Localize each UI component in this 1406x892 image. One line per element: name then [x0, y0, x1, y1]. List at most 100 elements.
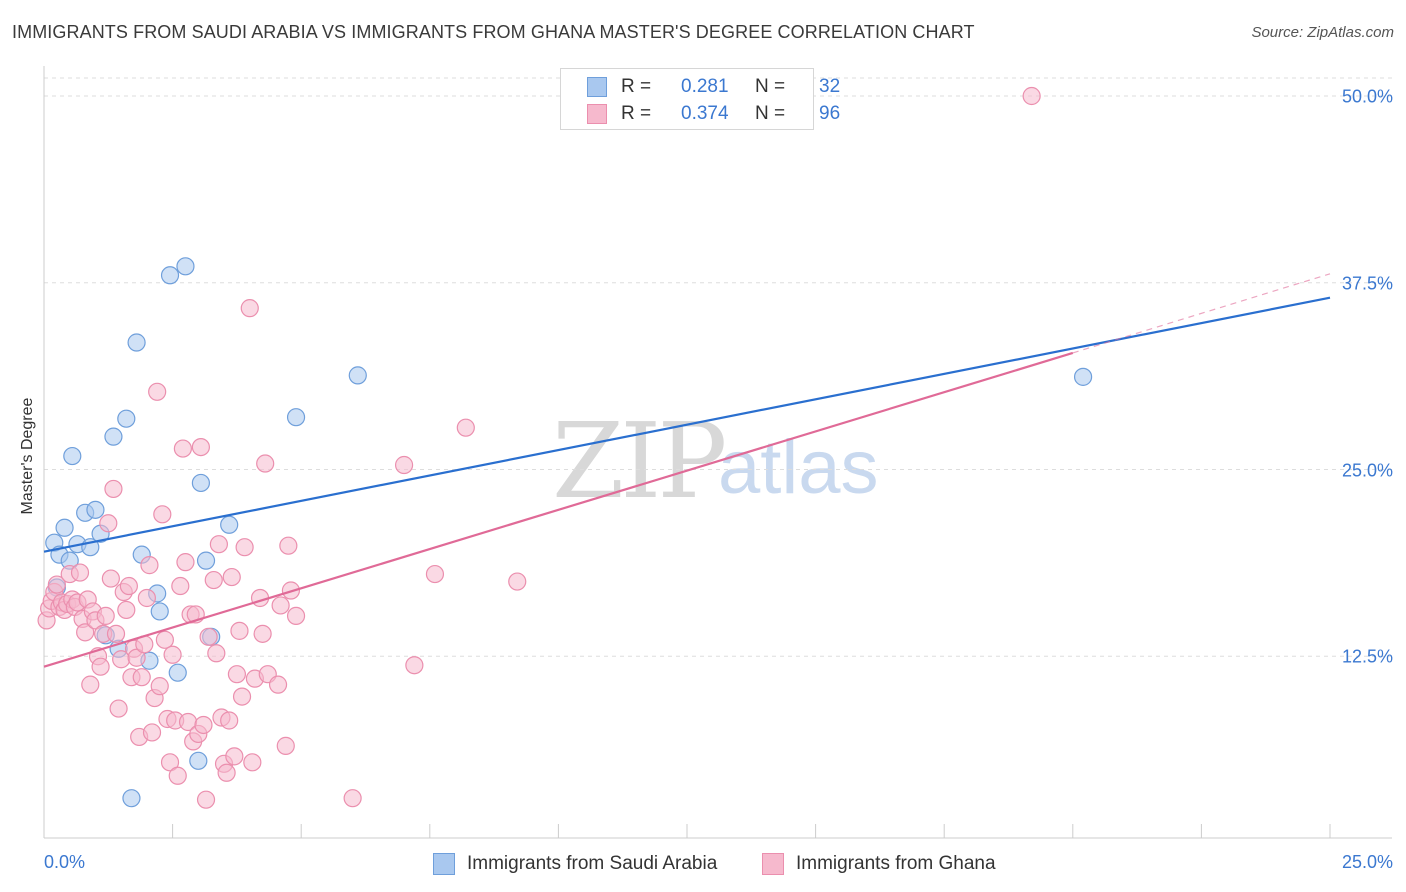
saudi-trend-line	[43, 296, 1331, 553]
saudi-point	[122, 789, 141, 808]
ghana-point	[194, 715, 213, 735]
ghana-point	[91, 657, 110, 676]
ghana-point	[132, 668, 151, 687]
ghana-point	[253, 624, 272, 643]
ghana-point	[235, 538, 254, 557]
saudi-point	[150, 602, 169, 621]
legend-n-value-saudi: 32	[819, 76, 841, 97]
legend-r-label: R =	[621, 103, 652, 124]
watermark-zip: ZIP	[552, 400, 727, 522]
ghana-point	[101, 569, 120, 588]
ghana-point	[99, 514, 118, 533]
y-tick-label: 50.0%	[1341, 86, 1393, 107]
ghana-point	[1022, 86, 1041, 106]
x-tick-label-max: 25.0%	[1341, 852, 1393, 872]
ghana-point	[173, 439, 192, 458]
saudi-point	[160, 266, 180, 285]
ghana-point	[230, 621, 249, 640]
ghana-point	[217, 763, 236, 782]
ghana-point	[425, 564, 445, 584]
x-tick-label-min: 0.0%	[44, 852, 86, 872]
ghana-point	[150, 677, 169, 696]
ghana-point	[70, 563, 90, 582]
ghana-point	[456, 418, 475, 437]
ghana-point	[256, 454, 275, 473]
saudi-point	[196, 551, 216, 570]
saudi-point	[63, 446, 82, 466]
ghana-point	[227, 665, 246, 684]
ghana-point	[109, 699, 128, 718]
saudi-point	[127, 333, 146, 352]
ghana-point	[279, 536, 298, 555]
ghana-point	[137, 588, 156, 608]
ghana-point	[343, 789, 362, 808]
ghana-point	[268, 675, 288, 694]
ghana-point	[276, 736, 295, 755]
ghana-point	[176, 553, 195, 572]
watermark-atlas: atlas	[718, 425, 879, 510]
ghana-point	[232, 687, 252, 706]
saudi-point	[191, 473, 210, 493]
ghana-point	[148, 382, 167, 401]
saudi-point	[86, 500, 105, 519]
ghana-point	[96, 606, 115, 626]
legend-r-value-ghana: 0.374	[681, 103, 729, 124]
ghana-point	[168, 766, 187, 785]
ghana-point	[271, 596, 290, 615]
saudi-point	[117, 409, 136, 428]
y-tick-label: 12.5%	[1341, 646, 1393, 667]
ghana-point	[222, 567, 241, 587]
source-label: Source: ZipAtlas.com	[1251, 24, 1394, 41]
ghana-point	[104, 479, 123, 499]
ghana-point	[140, 556, 159, 575]
ghana-point	[243, 753, 262, 772]
ghana-point	[199, 627, 218, 646]
saudi-point	[189, 751, 208, 770]
ghana-trend-extension	[1072, 273, 1331, 354]
ghana-point	[405, 656, 424, 675]
chart-title: IMMIGRANTS FROM SAUDI ARABIA VS IMMIGRAN…	[12, 22, 975, 42]
ghana-point	[153, 505, 172, 524]
ghana-point	[191, 437, 210, 457]
y-tick-label: 25.0%	[1341, 460, 1393, 480]
ghana-point	[508, 572, 527, 591]
ghana-point	[207, 644, 226, 663]
ghana-point	[76, 623, 95, 642]
ghana-point	[160, 753, 180, 772]
bottom-legend-label-saudi: Immigrants from Saudi Arabia	[467, 853, 718, 874]
saudi-point	[220, 515, 239, 534]
bottom-legend-swatch-ghana	[762, 853, 784, 875]
saudi-point	[286, 408, 306, 427]
legend-n-value-ghana: 96	[819, 103, 841, 124]
saudi-point	[348, 366, 367, 385]
ghana-point	[155, 630, 174, 649]
ghana-point	[117, 600, 136, 620]
saudi-point	[176, 257, 195, 276]
ghana-point	[225, 747, 244, 766]
ghana-point	[240, 299, 259, 318]
ghana-point	[204, 570, 223, 590]
ghana-point	[220, 711, 239, 730]
bottom-legend-ghana: Immigrants from Ghana	[762, 852, 996, 876]
saudi-point	[55, 518, 74, 537]
bottom-legend-saudi: Immigrants from Saudi Arabia	[433, 852, 717, 876]
ghana-point	[81, 675, 100, 694]
ghana-point	[163, 645, 182, 664]
saudi-point	[1073, 367, 1093, 386]
legend-n-label: N =	[755, 76, 786, 97]
y-tick-label: 37.5%	[1341, 273, 1393, 294]
ghana-point	[127, 648, 146, 667]
bottom-legend-swatch-saudi	[433, 853, 455, 875]
bottom-legend-label-ghana: Immigrants from Ghana	[796, 853, 996, 874]
legend-r-label: R =	[621, 76, 652, 97]
ghana-point	[47, 575, 66, 594]
legend-r-value-saudi: 0.281	[681, 76, 729, 97]
saudi-point	[104, 427, 123, 446]
ghana-point	[106, 624, 126, 643]
legend-swatch-saudi	[587, 77, 607, 97]
legend-swatch-ghana	[587, 104, 607, 124]
ghana-point	[286, 606, 306, 626]
ghana-trend-line	[43, 351, 1074, 668]
ghana-point	[171, 576, 190, 596]
